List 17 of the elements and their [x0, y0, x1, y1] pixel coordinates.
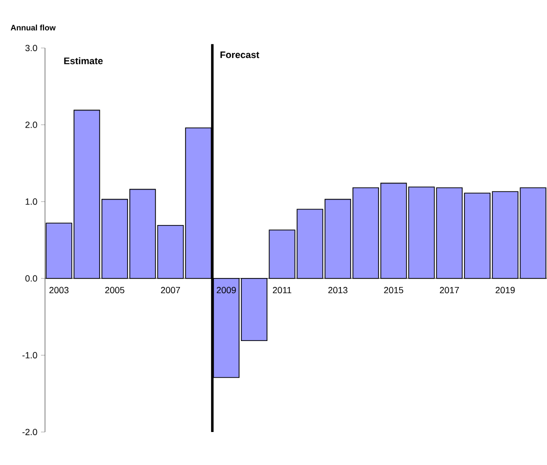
y-tick-label: 3.0: [25, 44, 38, 52]
x-tick-label: 2015: [384, 286, 404, 294]
x-tick-label: 2017: [440, 286, 459, 294]
x-tick-label: 2013: [328, 286, 348, 294]
y-tick-label: 2.0: [25, 122, 38, 128]
y-tick-label: -2.0: [22, 428, 38, 436]
x-tick-label: 2009: [216, 286, 236, 294]
x-tick-label: 2019: [496, 286, 515, 294]
y-tick-label: 1.0: [26, 198, 38, 205]
y-tick-label: 0.0: [25, 275, 38, 282]
x-tick-label: 2007: [160, 286, 180, 294]
annotation: Estimate: [64, 57, 103, 64]
y-tick-label: -1.0: [22, 352, 38, 358]
annotation: Forecast: [220, 52, 260, 58]
x-tick-label: 2003: [49, 286, 69, 294]
x-tick-label: 2005: [105, 286, 124, 294]
x-tick-label: 2011: [272, 286, 292, 294]
